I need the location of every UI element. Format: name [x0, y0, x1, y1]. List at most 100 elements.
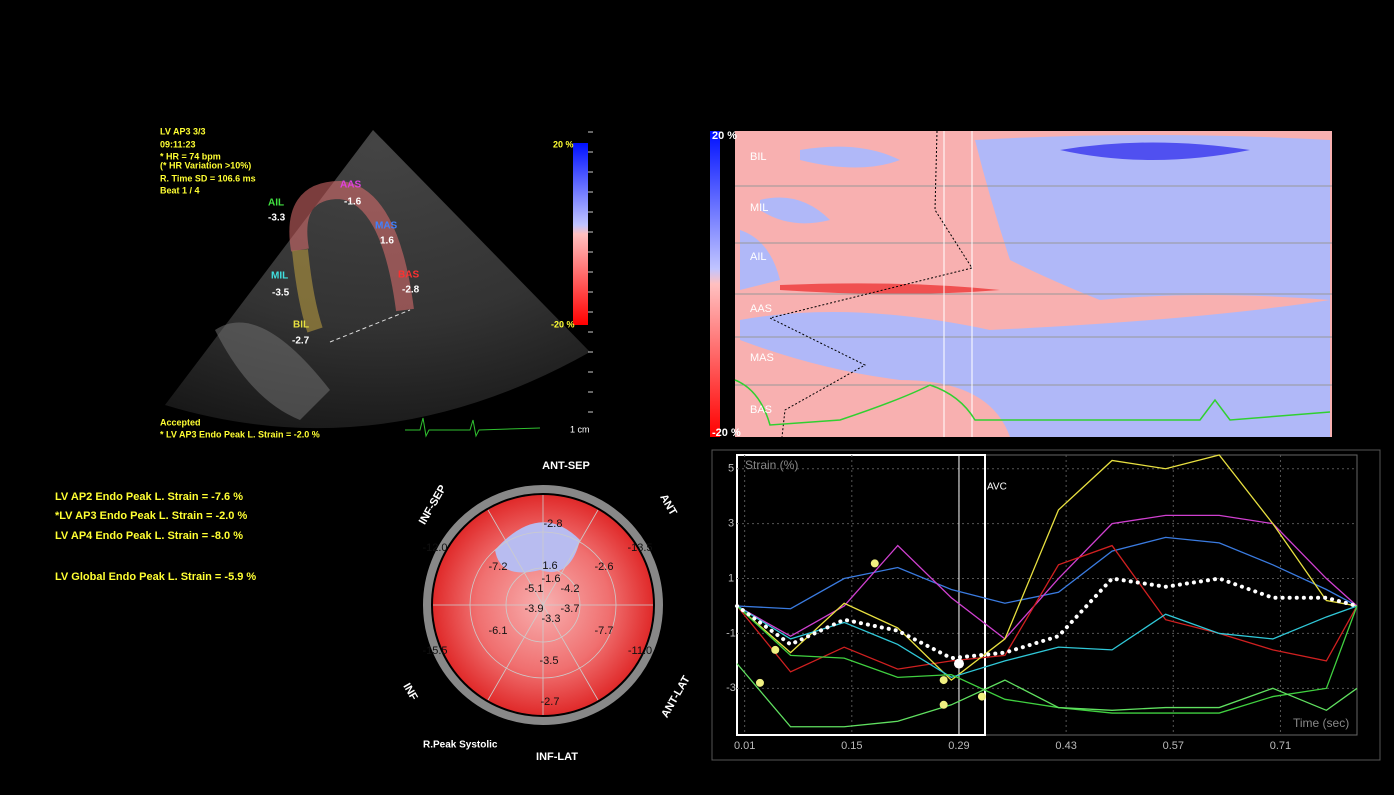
segment-strain: -3.9 [525, 603, 544, 615]
echo-info: Beat 1 / 4 [160, 185, 200, 195]
color-scale [573, 143, 588, 325]
segment-name: AAS [340, 180, 361, 191]
echo-info: R. Time SD = 106.6 ms [160, 173, 256, 183]
segment-strain: -2.8 [544, 518, 563, 530]
peak-marker [939, 676, 948, 685]
color-scale [710, 131, 720, 437]
segment-strain: -3.7 [561, 603, 580, 615]
echo-info: 09:11:23 [160, 139, 196, 149]
segment-curve [736, 454, 1358, 681]
segment-value: -3.5 [272, 288, 290, 299]
x-tick-label: 0.71 [1270, 740, 1291, 752]
segment-name: MIL [271, 271, 288, 282]
peak-marker [771, 645, 780, 654]
summary-line: LV AP4 Endo Peak L. Strain = -8.0 % [55, 530, 243, 542]
status: Accepted [160, 417, 201, 427]
y-axis-label: Strain (%) [745, 458, 798, 472]
wall-label: INF-LAT [536, 751, 578, 763]
segment-strain: -3.5 [540, 655, 559, 667]
segment-value: 1.6 [380, 236, 394, 247]
segment-strain: -3.3 [542, 613, 561, 625]
segment-name: BAS [398, 270, 419, 281]
trace-path [768, 130, 973, 438]
peak-marker [755, 678, 764, 687]
y-tick-label: 3 [728, 518, 734, 530]
ecg [734, 379, 1331, 426]
echo-info: (* HR Variation >10%) [160, 160, 251, 170]
peak-marker [870, 559, 879, 568]
scale-max: 20 % [553, 139, 574, 149]
depth-unit: 1 cm [570, 424, 590, 434]
summary-line: LV Global Endo Peak L. Strain = -5.9 % [55, 571, 256, 583]
segment-strain: -6.1 [489, 625, 508, 637]
segment-curve [736, 544, 1358, 673]
row-label: MIL [750, 202, 768, 214]
echo-info: LV AP3 3/3 [160, 126, 206, 136]
row-label: BAS [750, 404, 772, 416]
summary-line: LV AP2 Endo Peak L. Strain = -7.6 % [55, 491, 243, 503]
segment-strain: -7.2 [489, 561, 508, 573]
x-tick-label: 0.57 [1163, 740, 1184, 752]
y-tick-label: 5 [728, 463, 734, 475]
avc-label: AVC [987, 482, 1007, 493]
scale-min: -20 % [551, 319, 575, 329]
y-tick-label: 1 [728, 572, 734, 584]
segment-curve [736, 663, 1358, 728]
heatmap-blob [1060, 142, 1250, 160]
average-curve [735, 576, 1359, 661]
avc-marker [953, 658, 964, 669]
segment-value: -2.8 [402, 285, 420, 296]
x-tick-label: 0.29 [948, 740, 969, 752]
peak-marker [977, 692, 986, 701]
y-tick-label: -1 [726, 627, 736, 639]
segment-value: -2.7 [292, 336, 310, 347]
segment-strain: -4.2 [561, 583, 580, 595]
segment-strain: -2.6 [595, 561, 614, 573]
segment-strain: -11.0 [628, 645, 652, 657]
systole-box [736, 454, 986, 736]
wall-label: ANT-SEP [542, 460, 590, 472]
segment-name: BIL [293, 320, 309, 331]
y-tick-label: -3 [726, 682, 736, 694]
segment-curve [736, 536, 1358, 610]
summary-line: *LV AP3 Endo Peak L. Strain = -2.0 % [55, 510, 247, 522]
echo-info: * HR = 74 bpm [160, 151, 221, 161]
ecg [405, 417, 541, 438]
base-line [329, 309, 411, 343]
segment-strain: -12.0 [422, 542, 447, 554]
segment-name: MAS [375, 221, 398, 232]
bullseye-ring [423, 485, 663, 725]
row-label: AIL [750, 251, 767, 263]
segment-strain: -2.7 [541, 696, 560, 708]
row-label: BIL [750, 151, 767, 163]
peak-marker [939, 700, 948, 709]
segment-strain: 1.6 [542, 560, 557, 572]
echo-peak: * LV AP3 Endo Peak L. Strain = -2.0 % [160, 429, 320, 439]
segment-strain: -1.6 [542, 573, 561, 585]
segment-strain: -7.7 [595, 625, 614, 637]
bullseye-grid [433, 495, 653, 715]
trace-region [292, 249, 323, 333]
x-tick-label: 0.43 [1055, 740, 1076, 752]
row-label: AAS [750, 303, 772, 315]
segment-value: -1.6 [344, 197, 362, 208]
row-label: MAS [750, 352, 774, 364]
bullseye-caption: R.Peak Systolic [423, 740, 498, 751]
x-tick-label: 0.01 [734, 740, 755, 752]
scale-min: -20 % [712, 427, 741, 439]
segment-curve [736, 605, 1358, 679]
chart-frame [711, 449, 1381, 761]
segment-strain: -15.5 [422, 645, 447, 657]
heatmap-blobs [740, 135, 1330, 437]
echo-bright [215, 322, 330, 420]
scale-max: 20 % [712, 130, 737, 142]
segment-strain: -13.5 [627, 542, 652, 554]
segment-value: -3.3 [268, 213, 286, 224]
heatmap-rows [735, 185, 1332, 386]
trace-region [289, 180, 414, 312]
x-tick-label: 0.15 [841, 740, 862, 752]
x-axis-label: Time (sec) [1293, 716, 1349, 730]
segment-strain: -5.1 [525, 583, 544, 595]
segment-name: AIL [268, 198, 284, 209]
